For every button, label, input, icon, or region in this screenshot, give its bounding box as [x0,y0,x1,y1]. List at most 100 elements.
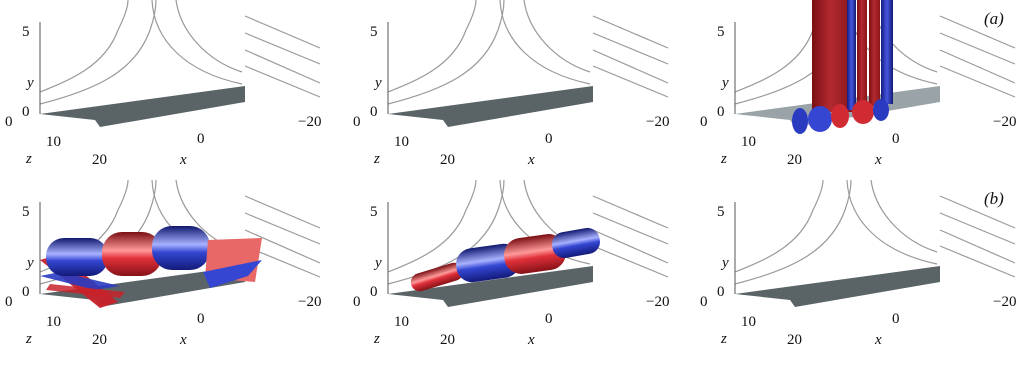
z-tick-0: 0 [353,294,361,310]
z-tick-0: 0 [5,294,13,310]
z-tick-0: 0 [5,114,13,130]
foot-blue [792,108,808,134]
x-tick-neg20: −20 [298,114,321,130]
contour-line [244,49,321,84]
contour-line [592,229,669,264]
contour-line [734,179,852,285]
contour-line [939,15,1016,49]
contour-line [244,32,321,65]
y-axis-label: y [373,255,382,271]
contour-line [175,0,243,73]
z-tick-10: 10 [741,314,756,330]
contour-line [592,32,669,65]
z-tick-10: 10 [46,134,61,150]
contour-line [939,245,1016,278]
row-label: (a) [984,9,1004,28]
contour-line [870,179,938,253]
contour-line [939,195,1016,229]
y-tick-5: 5 [370,24,378,40]
contour-line [499,0,591,85]
vertical-blue-sheet [881,0,893,104]
y-axis-label: y [720,75,729,91]
z-tick-10: 10 [741,134,756,150]
contour-line [592,49,669,84]
x-tick-neg20: −20 [646,114,669,130]
x-tick-neg20: −20 [646,294,669,310]
y-tick-0: 0 [22,284,30,300]
z-tick-20: 20 [787,332,802,348]
tube-red [503,234,567,274]
contour-line [734,0,824,93]
z-tick-20: 20 [92,152,107,168]
sheet-fragment [46,284,125,298]
contour-line [39,0,129,93]
vertical-red-sheet [812,0,852,112]
x-tick-0: 0 [892,311,900,327]
x-axis-label: x [179,152,187,168]
x-axis-label: x [179,332,187,348]
contour-line [499,179,591,265]
x-tick-neg20: −20 [993,114,1016,130]
y-axis-label: y [25,255,34,271]
x-axis-label: x [527,152,535,168]
y-tick-5: 5 [370,204,378,220]
contour-line [244,212,321,245]
x-tick-neg20: −20 [993,294,1016,310]
sheet-fragment [40,272,120,290]
contour-line [151,0,243,85]
contour-line [592,15,669,49]
y-tick-5: 5 [717,24,725,40]
z-tick-0: 0 [700,294,708,310]
tube-red [410,262,464,292]
z-axis-label: z [373,151,380,167]
contour-line [39,0,157,105]
x-tick-neg20: −20 [298,294,321,310]
x-tick-0: 0 [892,131,900,147]
contour-line [939,65,1016,98]
y-axis-label: y [720,255,729,271]
x-tick-0: 0 [197,311,205,327]
row-label: (b) [984,189,1004,208]
z-tick-10: 10 [394,134,409,150]
contour-line [939,49,1016,84]
roll-red [102,232,162,276]
y-tick-0: 0 [717,284,725,300]
floor-plane [388,266,593,307]
z-axis-label: z [720,151,727,167]
tube-blue [552,227,600,259]
z-axis-label: z [25,151,32,167]
x-axis-label: x [874,152,882,168]
floor-plane [388,86,593,127]
foot-blue [873,99,889,121]
z-tick-10: 10 [394,314,409,330]
z-axis-label: z [25,331,32,347]
contour-line [244,195,321,229]
x-tick-0: 0 [197,131,205,147]
x-tick-0: 0 [545,311,553,327]
contour-line [592,212,669,245]
vertical-red-sheet [869,0,880,106]
contour-line [592,65,669,98]
z-tick-10: 10 [46,314,61,330]
contour-line [939,229,1016,264]
contour-line [387,179,477,273]
z-tick-20: 20 [440,152,455,168]
roll-blue [152,226,210,270]
y-tick-0: 0 [717,104,725,120]
z-tick-20: 20 [440,332,455,348]
contour-line [244,65,321,98]
z-tick-0: 0 [700,114,708,130]
y-tick-5: 5 [717,204,725,220]
contour-line [939,212,1016,245]
foot-red [852,100,874,124]
y-tick-0: 0 [22,104,30,120]
z-tick-0: 0 [353,114,361,130]
floor-plane [735,266,940,307]
contour-line [939,32,1016,65]
